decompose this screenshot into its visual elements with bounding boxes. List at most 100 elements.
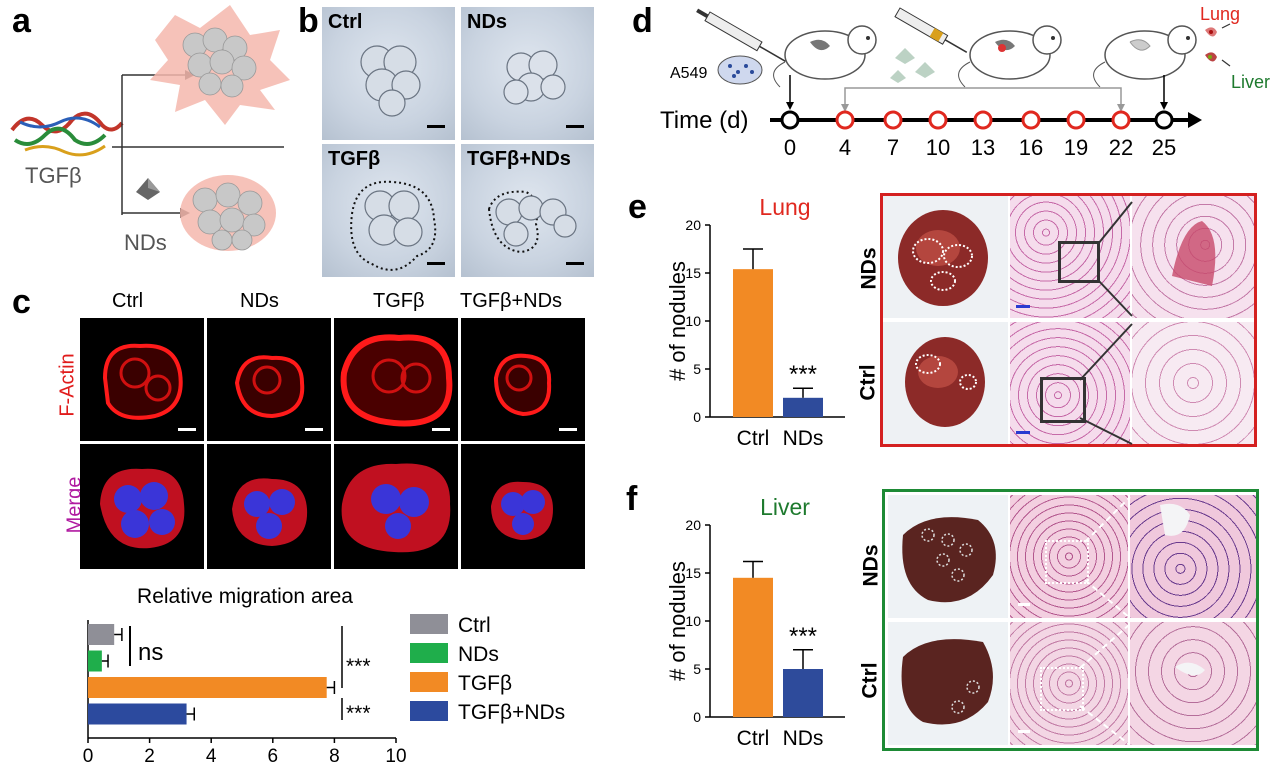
micrograph-b-ctrl: Ctrl (322, 7, 455, 140)
tgf-protein-icon (10, 111, 124, 157)
x-tick-label: NDs (783, 727, 824, 750)
bar-nds (783, 397, 823, 417)
lung-label: Lung (1200, 4, 1240, 24)
legend-swatch-2 (410, 672, 448, 692)
timeline-axis-label: Time (d) (660, 107, 748, 134)
confocal-merge-tgf (334, 444, 458, 569)
liver-he-high-nds (1130, 495, 1256, 618)
liver-label: Liver (1231, 72, 1270, 92)
a549-label: A549 (670, 65, 707, 82)
ns-annotation: ns (138, 639, 163, 666)
y-tick-label: 15 (685, 565, 701, 581)
lung-nodules-chart: Lung 0 5 10 15 20 # of nodules Ctrl NDs *** (665, 194, 845, 450)
panel-label-f: f (626, 480, 638, 518)
confocal-merge-nds (207, 444, 331, 569)
y-tick-label: 10 (685, 313, 701, 329)
liver-nodules-chart: Liver 0 5 10 15 20 # of nodules Ctrl NDs *** (665, 494, 845, 750)
bar-3 (88, 703, 187, 725)
x-tick-label: Ctrl (737, 427, 770, 450)
y-tick-label: 10 (685, 613, 701, 629)
x-tick-label: NDs (783, 427, 824, 450)
bar-ctrl (733, 269, 773, 417)
bar-1 (88, 650, 102, 672)
legend-swatch-3 (410, 701, 448, 721)
x-tick-label: 0 (83, 746, 94, 766)
micrograph-label: TGFβ+NDs (467, 148, 571, 170)
sig-annotation: *** (789, 361, 817, 388)
liver-he-low-nds (1010, 495, 1128, 618)
sig-annotation: *** (346, 702, 371, 725)
chart-title: Lung (759, 194, 810, 220)
bar-0 (88, 624, 115, 645)
mouse-icon (1093, 25, 1197, 88)
x-tick-label: 10 (385, 746, 406, 766)
col-label-ctrl: Ctrl (112, 290, 144, 312)
lung-photo-nds (883, 196, 1008, 318)
confocal-factin-tgf-nds (461, 318, 585, 441)
lung-photo-ctrl (883, 322, 1008, 444)
panel-label-e: e (628, 188, 647, 226)
timepoint-marker (883, 110, 903, 130)
syringe-icon (696, 8, 786, 62)
timepoint-marker (1021, 110, 1041, 130)
y-axis-label: # of nodules (665, 261, 690, 381)
endpoint-arrowhead (1160, 102, 1168, 110)
liver-organ-icon (1205, 52, 1217, 62)
row-label-factin: F-Actin (56, 353, 79, 417)
x-tick-label: 8 (329, 746, 340, 766)
sig-annotation: *** (346, 655, 371, 678)
lung-he-low-nds (1010, 196, 1130, 318)
nanodiamond-icon (136, 178, 160, 200)
sig-annotation: *** (789, 623, 817, 650)
injection-arrowhead (786, 102, 794, 110)
timepoint-label: 25 (1152, 135, 1176, 160)
confocal-merge-ctrl (80, 444, 204, 569)
legend-label-0: Ctrl (458, 614, 491, 637)
panel-label-b: b (298, 2, 319, 40)
y-tick-label: 0 (693, 409, 701, 425)
y-tick-label: 0 (693, 709, 701, 725)
row-label-ctrl: Ctrl (858, 662, 882, 699)
col-label-tgf-nds: TGFβ+NDs (460, 290, 563, 312)
liver-photo-ctrl (888, 622, 1008, 745)
y-tick-label: 15 (685, 265, 701, 281)
timepoint-marker (1154, 110, 1174, 130)
legend-label-2: TGFβ (458, 672, 512, 695)
timepoint-marker (835, 110, 855, 130)
legend-swatch-0 (410, 614, 448, 634)
y-axis-label: # of nodules (665, 561, 690, 681)
timepoint-label: 16 (1019, 135, 1043, 160)
timepoint-marker (928, 110, 948, 130)
x-tick-label: 2 (144, 746, 155, 766)
timepoint-label: 0 (784, 135, 796, 160)
bar-2 (88, 677, 327, 698)
timepoint-label: 7 (887, 135, 899, 160)
panel-label-c: c (12, 283, 31, 321)
timepoint-label: 4 (839, 135, 851, 160)
timepoint-label: 22 (1109, 135, 1133, 160)
micrograph-label: Ctrl (328, 11, 363, 33)
lung-he-high-ctrl (1132, 322, 1254, 444)
legend-label-1: NDs (458, 643, 499, 666)
x-tick-label: 6 (268, 746, 279, 766)
confocal-merge-tgf-nds (461, 444, 585, 569)
y-tick-label: 5 (693, 361, 701, 377)
timeline-schematic: A549 Lung Liver Time (d) 0 4 7 10 13 16 19 22 25 (660, 4, 1270, 160)
confocal-factin-tgf (334, 318, 458, 441)
x-tick-label: Ctrl (737, 727, 770, 750)
chart-title: Relative migration area (137, 585, 353, 608)
treatment-bracket (844, 87, 1122, 108)
confocal-factin-nds (207, 318, 331, 441)
nanodiamonds-icon (890, 48, 935, 83)
liver-he-low-ctrl (1010, 622, 1128, 745)
timepoint-marker (973, 110, 993, 130)
treatment-arrow (1117, 104, 1125, 112)
liver-he-high-ctrl (1130, 622, 1256, 745)
micrograph-label: NDs (467, 11, 508, 33)
liver-photo-nds (888, 495, 1008, 618)
legend-label-3: TGFβ+NDs (458, 701, 565, 724)
panel-a-schematic (10, 5, 290, 251)
timepoint-marker (1066, 110, 1086, 130)
col-label-nds: NDs (240, 290, 279, 312)
confocal-factin-ctrl (80, 318, 204, 441)
